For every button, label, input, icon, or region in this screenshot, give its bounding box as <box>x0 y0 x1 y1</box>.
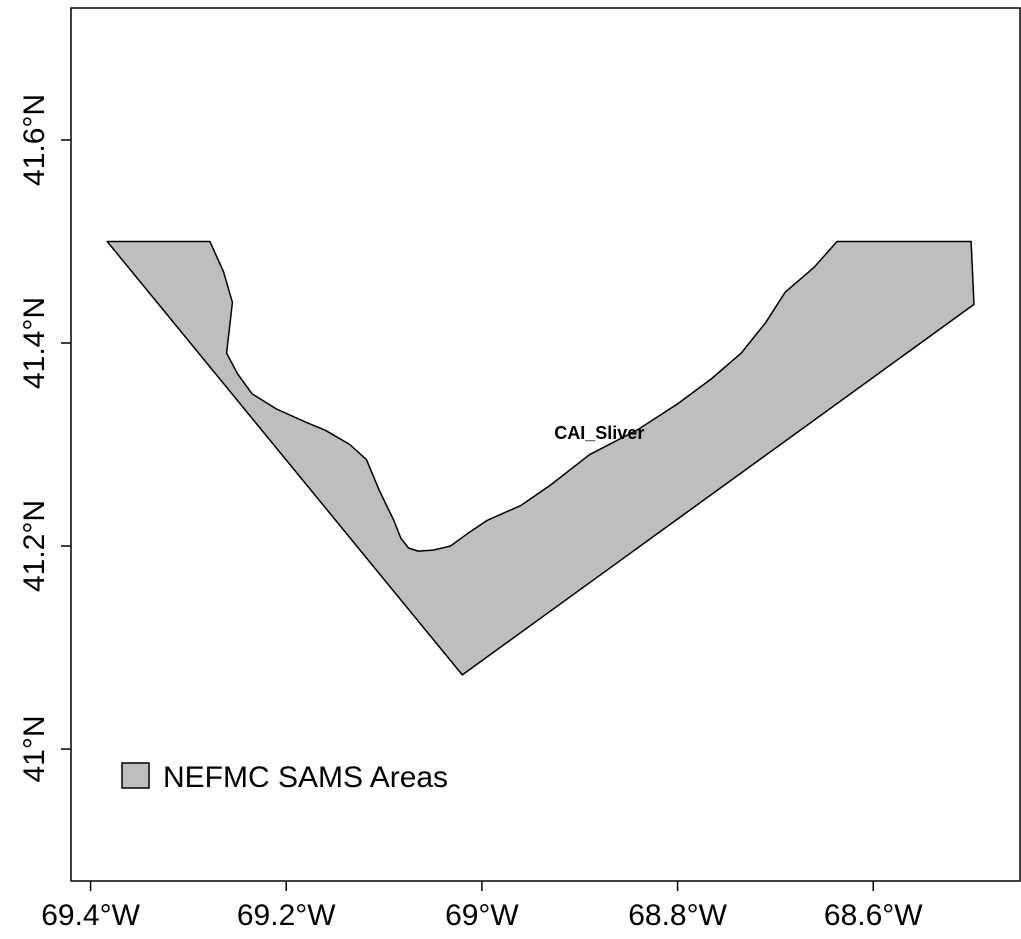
cai-sliver-area <box>106 240 975 676</box>
y-tick-label: 41.6°N <box>18 94 51 186</box>
y-axis: 41°N 41.2°N 41.4°N 41.6°N <box>18 94 71 783</box>
y-tick-label: 41.2°N <box>18 500 51 592</box>
plot-frame <box>70 7 1021 882</box>
y-tick-label: 41°N <box>18 716 51 783</box>
x-tick-label: 69.2°W <box>237 899 336 932</box>
x-axis: 69.4°W 69.2°W 69°W 68.8°W 68.6°W <box>41 881 923 932</box>
area-label: CAI_Sliver <box>554 423 644 443</box>
x-tick-label: 68.6°W <box>824 899 923 932</box>
x-tick-label: 69°W <box>445 899 519 932</box>
y-tick-label: 41.4°N <box>18 297 51 389</box>
x-tick-label: 69.4°W <box>41 899 140 932</box>
legend: NEFMC SAMS Areas <box>121 761 448 794</box>
legend-swatch <box>121 762 150 789</box>
legend-label: NEFMC SAMS Areas <box>163 761 448 794</box>
x-tick-label: 68.8°W <box>628 899 727 932</box>
